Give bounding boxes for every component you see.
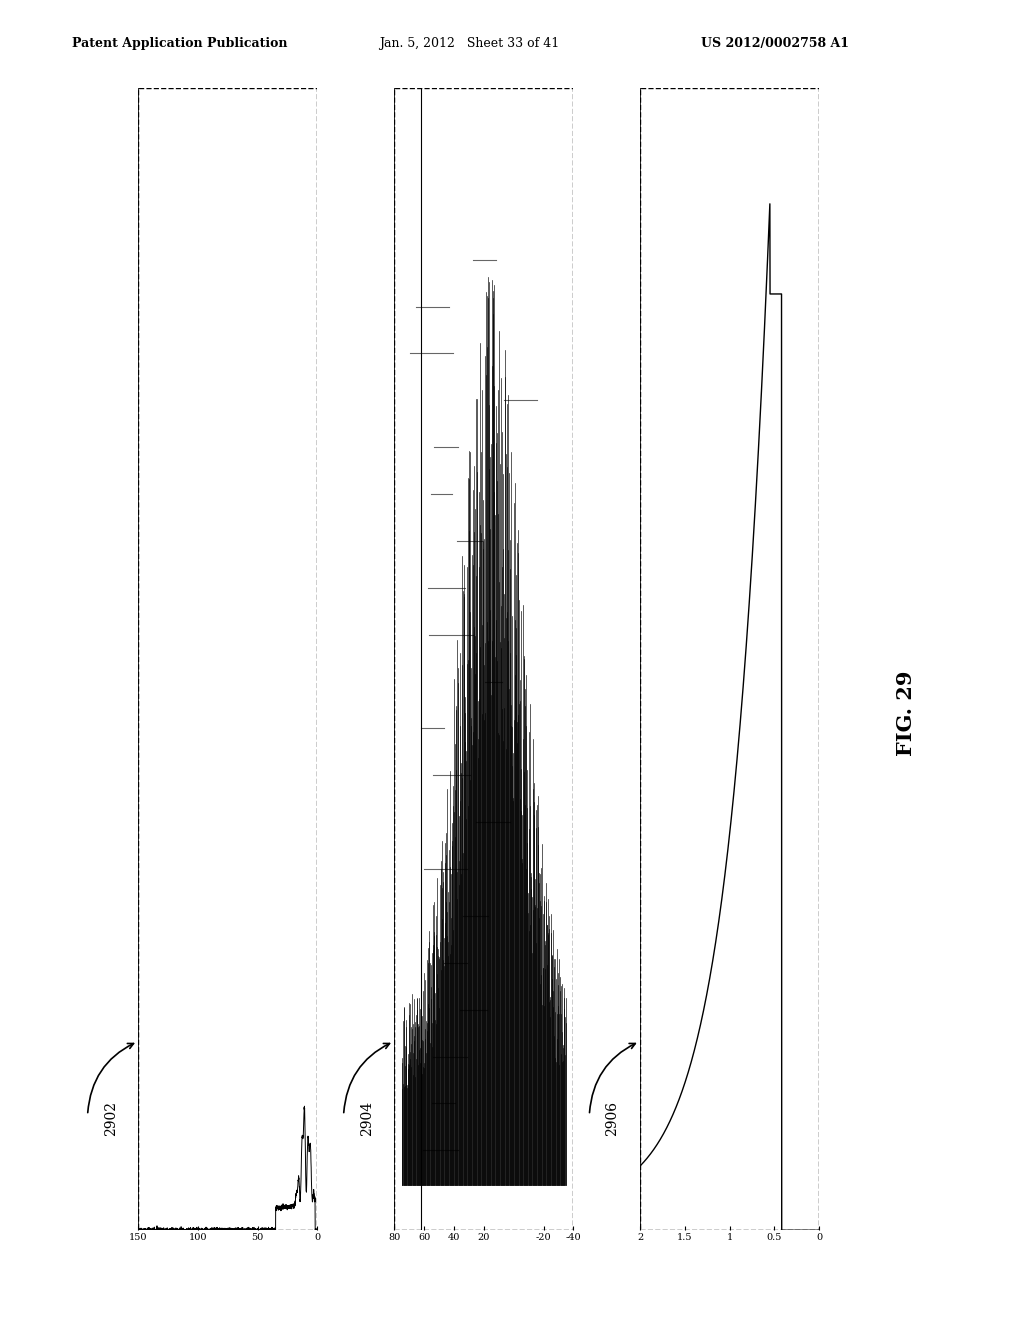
Bar: [394, 88, 573, 1230]
Text: Patent Application Publication: Patent Application Publication: [72, 37, 287, 50]
Text: US 2012/0002758 A1: US 2012/0002758 A1: [701, 37, 850, 50]
Text: 2904: 2904: [359, 1101, 374, 1135]
Text: FIG. 29: FIG. 29: [896, 671, 916, 755]
Text: 2902: 2902: [103, 1101, 118, 1135]
Bar: [640, 88, 819, 1230]
Text: 2906: 2906: [605, 1101, 620, 1135]
Bar: [138, 88, 317, 1230]
Text: Jan. 5, 2012   Sheet 33 of 41: Jan. 5, 2012 Sheet 33 of 41: [379, 37, 559, 50]
